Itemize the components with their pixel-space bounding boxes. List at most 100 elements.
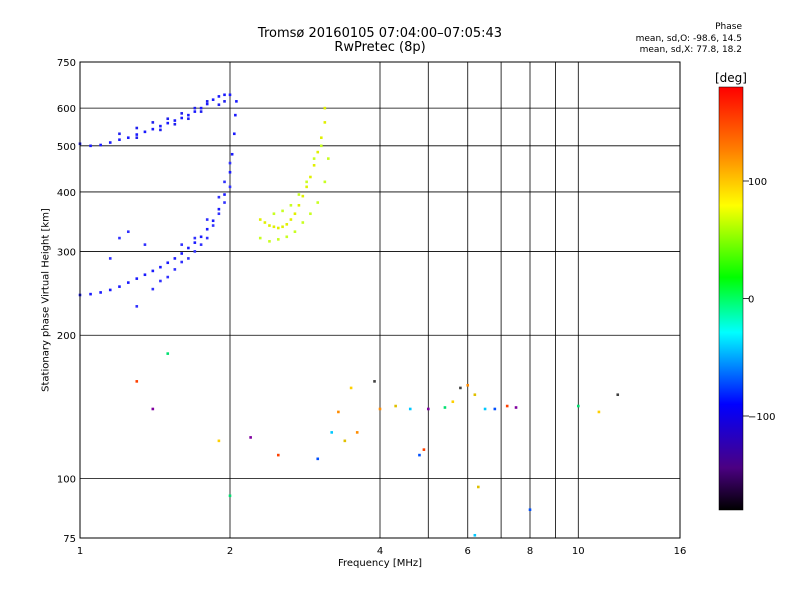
data-point — [327, 157, 330, 160]
data-point — [293, 212, 297, 216]
data-point — [118, 132, 121, 136]
colorbar: 100 0 −100 [deg] — [715, 71, 775, 511]
data-point — [309, 212, 312, 216]
data-point — [309, 175, 312, 179]
data-point — [205, 100, 209, 103]
data-point — [199, 106, 203, 110]
data-point — [193, 250, 197, 253]
y-tick-label: 600 — [57, 104, 76, 115]
data-point — [505, 404, 509, 408]
data-point — [483, 407, 487, 411]
x-tick-label: 6 — [465, 546, 471, 557]
data-point — [228, 185, 232, 189]
data-point — [597, 410, 601, 414]
data-point — [180, 116, 184, 120]
data-point — [323, 121, 327, 124]
data-point — [228, 170, 232, 174]
data-point — [166, 117, 170, 121]
data-point — [205, 227, 209, 231]
data-points — [78, 93, 620, 537]
data-point — [187, 113, 190, 117]
data-point — [235, 100, 238, 103]
data-point — [217, 195, 221, 199]
data-point — [166, 121, 170, 125]
data-point — [118, 236, 121, 240]
data-point — [272, 225, 276, 229]
data-point — [126, 230, 130, 234]
data-point — [373, 380, 376, 383]
data-point — [99, 291, 102, 294]
data-point — [223, 201, 226, 204]
data-point — [193, 110, 197, 113]
y-tick-label: 750 — [57, 58, 76, 69]
data-point — [276, 453, 280, 457]
data-point — [323, 180, 327, 184]
colorbar-tick-label: 100 — [748, 177, 767, 188]
data-point — [312, 164, 316, 167]
data-point — [408, 407, 412, 411]
data-point — [337, 410, 340, 414]
data-point — [89, 144, 92, 148]
data-point — [151, 269, 155, 273]
chart-title: Tromsø 20160105 07:04:00–07:05:43 — [257, 26, 503, 41]
x-tick-label: 2 — [227, 546, 233, 557]
data-point — [166, 275, 170, 279]
data-point — [223, 180, 226, 184]
data-point — [89, 292, 92, 296]
data-point — [228, 494, 232, 498]
x-ticks: 1 2 4 6 8 10 16 — [77, 546, 687, 557]
data-point — [320, 144, 323, 148]
data-point — [276, 238, 280, 241]
data-point — [473, 533, 477, 537]
colorbar-tick-label: −100 — [748, 412, 775, 423]
data-point — [268, 240, 271, 243]
data-point — [151, 127, 155, 131]
data-point — [232, 132, 236, 136]
data-point — [199, 110, 203, 113]
x-tick-label: 16 — [674, 546, 687, 557]
y-axis-label: Stationary phase Virtual Height [km] — [40, 208, 52, 392]
data-point — [223, 100, 226, 103]
data-point — [135, 133, 139, 136]
data-point — [228, 93, 232, 97]
y-tick-label: 100 — [57, 475, 76, 486]
data-point — [228, 161, 232, 165]
data-point — [312, 157, 316, 160]
y-tick-label: 200 — [57, 331, 76, 342]
data-point — [378, 407, 382, 411]
y-tick-label: 300 — [57, 247, 76, 258]
data-point — [166, 352, 170, 355]
data-point — [281, 225, 284, 229]
data-point — [118, 285, 121, 288]
data-point — [173, 122, 177, 126]
data-point — [249, 436, 252, 439]
data-point — [159, 265, 162, 269]
data-point — [180, 112, 184, 115]
data-point — [205, 102, 209, 106]
y-ticks: 75 100 200 300 400 500 600 750 — [57, 58, 76, 545]
data-point — [211, 98, 215, 101]
data-point — [180, 243, 184, 246]
data-point — [466, 383, 470, 387]
data-point — [217, 103, 221, 107]
data-point — [187, 246, 190, 250]
data-point — [223, 193, 226, 196]
data-point — [234, 113, 237, 117]
data-point — [199, 243, 203, 246]
x-tick-label: 10 — [572, 546, 585, 557]
data-point — [330, 431, 334, 434]
data-point — [493, 407, 497, 411]
data-point — [289, 203, 293, 207]
data-point — [193, 106, 197, 110]
data-point — [355, 431, 359, 434]
data-point — [258, 236, 262, 240]
y-tick-label: 75 — [63, 534, 76, 545]
data-point — [285, 235, 289, 239]
data-point — [217, 439, 221, 443]
data-point — [205, 236, 209, 240]
data-point — [514, 406, 518, 409]
colorbar-label: [deg] — [715, 71, 747, 85]
data-point — [135, 126, 139, 130]
data-point — [263, 221, 267, 224]
data-point — [616, 393, 620, 397]
